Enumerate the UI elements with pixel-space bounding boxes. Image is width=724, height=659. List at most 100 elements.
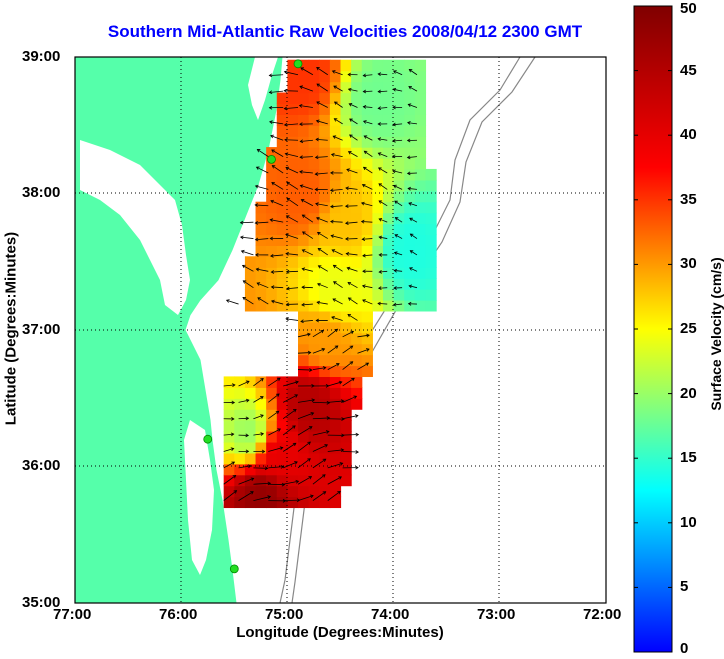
velocity-arrowhead [407,121,411,125]
velocity-arrow [394,200,403,207]
velocity-arrow [407,122,418,125]
velocity-arrow [238,399,249,403]
velocity-cell [298,103,310,115]
velocity-cell [372,234,384,246]
velocity-cell [382,201,395,214]
velocity-cell [414,92,427,105]
velocity-cell [287,103,299,115]
velocity-cell [361,158,373,170]
velocity-cell [308,256,320,268]
velocity-cell [351,190,363,203]
velocity-cell [382,256,395,268]
velocity-arrow [253,433,264,436]
velocity-cell [404,267,416,279]
velocity-arrow [255,221,269,224]
velocity-arrow [345,221,358,224]
colorbar-tick-label: 45 [680,61,697,79]
velocity-cell [234,485,246,498]
velocity-arrowhead [409,250,414,254]
velocity-arrow [331,235,343,239]
velocity-cell [393,125,405,137]
velocity-cell [382,234,395,246]
velocity-cell [329,114,342,126]
velocity-cell [414,168,427,181]
velocity-arrowhead [347,72,351,77]
velocity-cell [329,299,342,312]
velocity-arrow [297,399,315,403]
velocity-cell [298,496,310,509]
velocity-arrowhead [240,249,245,254]
velocity-arrow [312,417,330,420]
velocity-arrowhead [394,200,398,204]
velocity-arrowhead [347,314,352,318]
velocity-cell [298,332,310,345]
velocity-cell [298,474,310,487]
velocity-cell [382,136,395,148]
velocity-cell [372,256,384,268]
velocity-cell [351,114,363,126]
velocity-cell [266,245,278,257]
velocity-cell [266,278,278,290]
velocity-arrowhead [332,135,337,139]
velocity-cell [361,299,373,312]
velocity-arrowhead [393,268,398,273]
velocity-arrow [392,123,403,126]
velocity-cell [244,474,257,487]
velocity-cell [319,136,331,148]
velocity-cell [266,212,278,225]
velocity-cell [244,420,257,432]
velocity-arrow [299,171,313,174]
velocity-arrowhead [269,236,274,241]
velocity-cell [393,81,405,94]
velocity-cell [234,376,246,388]
velocity-arrowhead [308,426,313,430]
velocity-arrow [392,139,403,142]
velocity-arrowhead [261,449,266,454]
velocity-arrowhead [317,282,321,287]
velocity-cell [382,70,395,83]
velocity-cell [414,70,427,83]
velocity-arrow [285,167,299,174]
velocity-cell [372,289,384,301]
velocity-cell [382,190,395,203]
velocity-arrow [331,154,343,158]
velocity-arrowhead [362,73,367,78]
colorbar-tick-label: 25 [680,320,697,337]
velocity-arrowhead [301,285,305,290]
velocity-cell [340,81,352,94]
velocity-cell [255,299,267,312]
velocity-cell [223,431,235,443]
colorbar-tick-label: 20 [680,384,697,402]
velocity-cell [329,496,342,509]
velocity-cell [414,234,427,246]
velocity-arrow [271,182,284,190]
velocity-cell [404,70,416,83]
velocity-cell [414,278,427,290]
velocity-cell [372,125,384,137]
velocity-arrowhead [351,377,355,382]
velocity-arrow [333,264,343,272]
velocity-cell [329,354,342,367]
velocity-arrowhead [269,120,273,125]
velocity-cell [234,452,246,465]
velocity-cell [414,201,427,214]
velocity-cell [319,398,331,410]
velocity-cell [276,474,288,487]
velocity-arrowhead [333,281,337,285]
velocity-cell [372,190,384,203]
velocity-cell [351,321,363,334]
velocity-cell [351,212,363,225]
velocity-cell [266,256,278,268]
velocity-cell [298,420,310,432]
velocity-arrowhead [307,458,311,462]
velocity-cell [308,365,320,378]
velocity-cell [414,256,427,268]
velocity-cell [255,234,267,246]
velocity-cell [255,201,267,214]
velocity-arrowhead [322,491,327,495]
velocity-arrowhead [271,182,275,186]
velocity-arrow [393,88,403,92]
velocity-arrowhead [279,446,284,450]
velocity-arrow [270,135,284,141]
